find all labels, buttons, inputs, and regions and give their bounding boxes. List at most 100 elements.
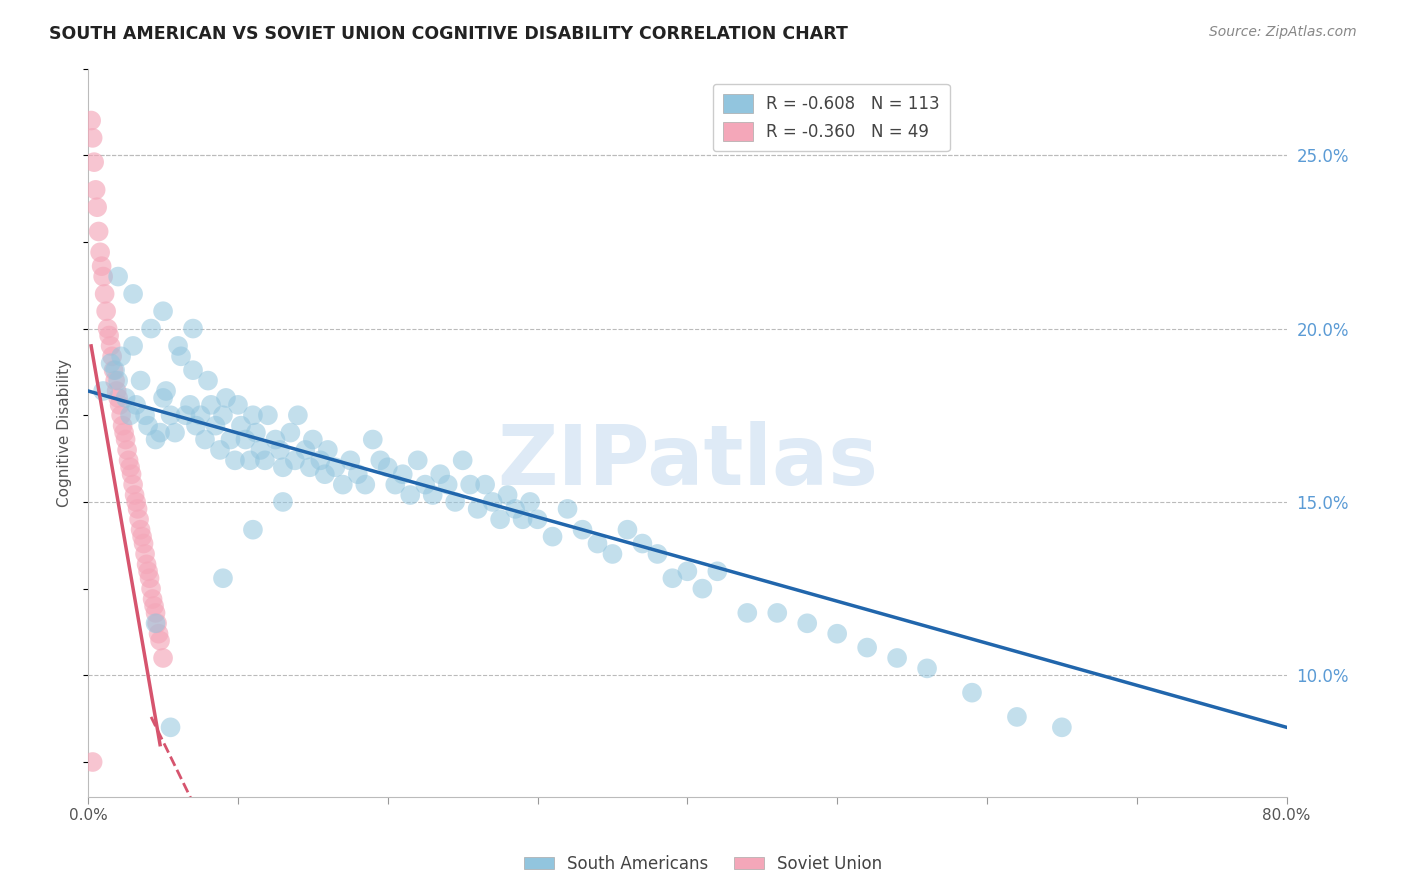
Point — [179, 398, 201, 412]
Point — [436, 477, 458, 491]
Point — [115, 442, 138, 457]
Point — [148, 626, 170, 640]
Point — [661, 571, 683, 585]
Point — [287, 409, 309, 423]
Point — [124, 488, 146, 502]
Point — [127, 501, 149, 516]
Point — [489, 512, 512, 526]
Point — [86, 200, 108, 214]
Point — [235, 433, 257, 447]
Point — [571, 523, 593, 537]
Point — [856, 640, 879, 655]
Point — [136, 418, 159, 433]
Point — [1005, 710, 1028, 724]
Point — [104, 374, 127, 388]
Point — [616, 523, 638, 537]
Point — [93, 286, 115, 301]
Point — [391, 467, 413, 482]
Point — [298, 460, 321, 475]
Point — [215, 391, 238, 405]
Point — [82, 131, 104, 145]
Point — [541, 530, 564, 544]
Text: SOUTH AMERICAN VS SOVIET UNION COGNITIVE DISABILITY CORRELATION CHART: SOUTH AMERICAN VS SOVIET UNION COGNITIVE… — [49, 25, 848, 43]
Point — [117, 453, 139, 467]
Point — [91, 269, 114, 284]
Point — [429, 467, 451, 482]
Point — [219, 433, 242, 447]
Point — [104, 363, 127, 377]
Point — [467, 501, 489, 516]
Point — [163, 425, 186, 440]
Point — [152, 391, 174, 405]
Point — [519, 495, 541, 509]
Point — [181, 321, 204, 335]
Point — [100, 339, 122, 353]
Point — [112, 425, 135, 440]
Point — [406, 453, 429, 467]
Point — [384, 477, 406, 491]
Point — [284, 453, 307, 467]
Point — [90, 259, 112, 273]
Point — [229, 418, 252, 433]
Point — [245, 425, 267, 440]
Point — [132, 536, 155, 550]
Point — [825, 626, 848, 640]
Point — [159, 720, 181, 734]
Point — [413, 477, 436, 491]
Point — [120, 409, 142, 423]
Point — [170, 349, 193, 363]
Point — [309, 453, 332, 467]
Point — [264, 433, 287, 447]
Point — [204, 418, 226, 433]
Text: Source: ZipAtlas.com: Source: ZipAtlas.com — [1209, 25, 1357, 39]
Point — [122, 339, 145, 353]
Point — [91, 384, 114, 398]
Point — [557, 501, 579, 516]
Point — [129, 523, 152, 537]
Point — [257, 409, 280, 423]
Point — [503, 501, 526, 516]
Point — [83, 155, 105, 169]
Point — [152, 304, 174, 318]
Point — [706, 564, 728, 578]
Point — [224, 453, 246, 467]
Point — [242, 523, 264, 537]
Point — [131, 530, 153, 544]
Point — [796, 616, 818, 631]
Point — [368, 453, 391, 467]
Point — [737, 606, 759, 620]
Point — [128, 512, 150, 526]
Point — [354, 477, 377, 491]
Point — [107, 391, 129, 405]
Y-axis label: Cognitive Disability: Cognitive Disability — [58, 359, 72, 507]
Point — [107, 374, 129, 388]
Point — [139, 321, 162, 335]
Point — [302, 433, 325, 447]
Point — [197, 374, 219, 388]
Point — [512, 512, 534, 526]
Point — [422, 488, 444, 502]
Point — [280, 425, 302, 440]
Point — [325, 460, 347, 475]
Point — [212, 409, 235, 423]
Point — [194, 433, 217, 447]
Point — [271, 460, 294, 475]
Point — [134, 409, 156, 423]
Point — [249, 442, 271, 457]
Point — [107, 269, 129, 284]
Point — [481, 495, 503, 509]
Point — [134, 547, 156, 561]
Point — [915, 661, 938, 675]
Point — [294, 442, 316, 457]
Point — [181, 363, 204, 377]
Point — [631, 536, 654, 550]
Point — [676, 564, 699, 578]
Point — [586, 536, 609, 550]
Point — [200, 398, 222, 412]
Point — [122, 477, 145, 491]
Point — [474, 477, 496, 491]
Point — [110, 349, 132, 363]
Point — [361, 433, 384, 447]
Point — [159, 409, 181, 423]
Point — [174, 409, 197, 423]
